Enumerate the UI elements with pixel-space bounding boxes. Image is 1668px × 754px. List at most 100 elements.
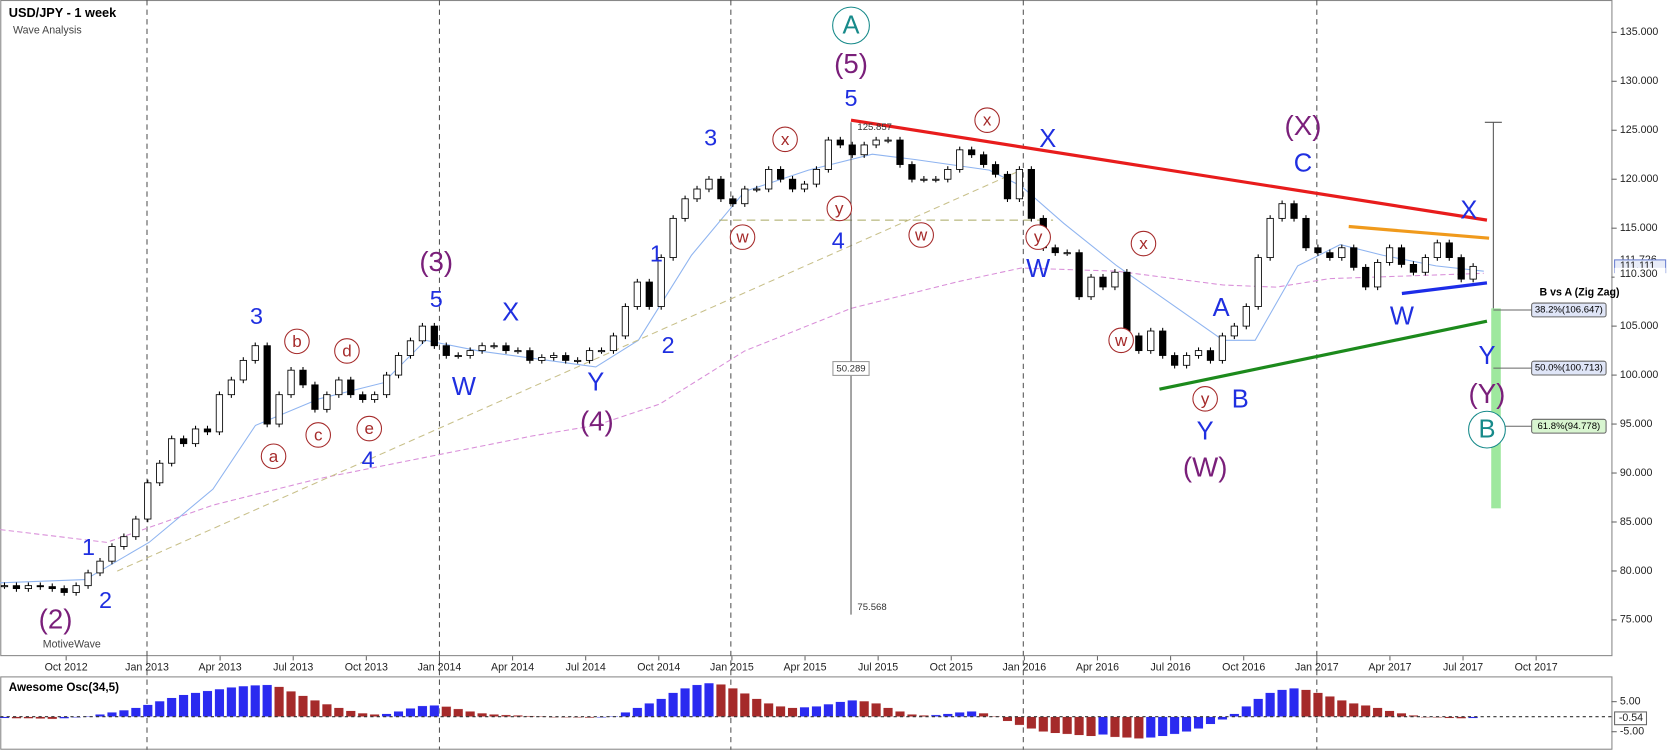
osc-bar xyxy=(656,698,667,717)
osc-bar xyxy=(1097,716,1108,735)
candle xyxy=(299,369,307,386)
wave-circle xyxy=(1468,410,1506,449)
wave-label: x xyxy=(1139,234,1148,253)
candle xyxy=(1302,217,1310,249)
osc-bar xyxy=(1336,699,1347,717)
wave-label: X xyxy=(1460,196,1477,224)
wave-label: d xyxy=(342,342,351,361)
osc-bar xyxy=(632,707,643,717)
candle xyxy=(1326,252,1334,258)
measure-bottom: 75.568 xyxy=(857,602,886,613)
osc-bar xyxy=(1360,705,1371,717)
x-tick-label: Oct 2017 xyxy=(1515,662,1558,674)
candle xyxy=(179,438,188,445)
x-tick-label: Jul 2015 xyxy=(858,662,898,674)
x-tick-label: Apr 2015 xyxy=(783,662,826,674)
candle xyxy=(1230,325,1238,337)
osc-title: Awesome Osc(34,5) xyxy=(9,681,119,694)
wave-label: 1 xyxy=(650,240,663,266)
candle xyxy=(1314,247,1322,254)
candle xyxy=(275,394,283,425)
candle xyxy=(1063,252,1071,255)
osc-bar xyxy=(309,699,320,717)
x-tick-label: Jan 2015 xyxy=(710,662,754,674)
wave-label: e xyxy=(365,419,374,438)
candle xyxy=(1457,257,1465,280)
candle xyxy=(251,345,259,361)
candle xyxy=(1362,266,1370,288)
candle xyxy=(347,379,355,396)
candle xyxy=(1266,217,1274,258)
osc-bar xyxy=(393,711,404,717)
osc-bar xyxy=(1014,716,1025,726)
y-tick-label: 95.000 xyxy=(1620,418,1653,430)
fib-label: 61.8%(94.778) xyxy=(1537,421,1600,432)
osc-bar xyxy=(1086,716,1097,737)
candle xyxy=(1027,169,1035,219)
chart-title: USD/JPY - 1 week xyxy=(9,5,117,20)
candle xyxy=(0,585,9,588)
osc-bar xyxy=(859,700,870,717)
candle xyxy=(669,217,677,258)
wave-label: 2 xyxy=(99,587,112,613)
candle xyxy=(621,306,630,337)
x-tick-label: Jul 2017 xyxy=(1443,662,1483,674)
osc-bar xyxy=(954,711,965,717)
wave-label: 2 xyxy=(662,332,675,358)
wave-label: W xyxy=(452,373,476,401)
moving-average-slow xyxy=(0,267,1484,543)
candle xyxy=(693,188,701,200)
candle xyxy=(215,394,224,433)
candle xyxy=(1433,242,1441,258)
candle xyxy=(1374,262,1382,288)
candle xyxy=(538,357,546,361)
x-tick-label: Oct 2012 xyxy=(45,662,88,674)
osc-bar xyxy=(966,711,977,717)
osc-bar xyxy=(1384,710,1395,717)
candle xyxy=(705,178,713,190)
candle xyxy=(132,518,140,538)
osc-bar xyxy=(751,698,762,717)
candle xyxy=(1278,203,1286,219)
candle xyxy=(1147,330,1155,352)
osc-bar xyxy=(1217,716,1228,720)
candle xyxy=(203,428,212,433)
wave-circle xyxy=(356,415,383,442)
osc-bar xyxy=(1157,716,1168,737)
wave-label: 4 xyxy=(832,228,845,254)
osc-bar xyxy=(906,714,917,717)
x-tick-label: Jul 2013 xyxy=(273,662,313,674)
osc-last-label: -0.54 xyxy=(1619,712,1643,724)
osc-bar xyxy=(130,707,141,717)
candle xyxy=(502,345,510,352)
osc-bar xyxy=(1348,702,1359,717)
candle xyxy=(359,394,367,400)
wave-label: 1 xyxy=(82,534,95,560)
candle xyxy=(36,585,44,588)
candle xyxy=(788,178,797,190)
candle xyxy=(1111,271,1119,288)
candle xyxy=(800,183,809,190)
candle xyxy=(597,350,606,353)
wave-label: 5 xyxy=(845,85,858,111)
candle xyxy=(991,164,1000,175)
osc-bar xyxy=(11,716,22,719)
osc-bar xyxy=(1253,698,1264,717)
fib-label-box xyxy=(1531,302,1607,318)
candle xyxy=(60,588,68,593)
y-tick-label: 100.000 xyxy=(1620,369,1658,381)
y-tick-label: 90.000 xyxy=(1620,467,1653,479)
osc-bar xyxy=(692,684,703,717)
osc-last-box xyxy=(1614,711,1648,726)
candle xyxy=(1123,271,1131,337)
osc-bar xyxy=(465,711,476,717)
candle xyxy=(848,144,856,156)
wave-label: 3 xyxy=(250,303,263,329)
osc-bar xyxy=(727,687,738,717)
candle xyxy=(860,144,868,156)
candle xyxy=(741,188,749,205)
candle xyxy=(514,350,522,353)
candle xyxy=(1206,350,1215,361)
wave-circle xyxy=(826,195,853,222)
candle xyxy=(824,139,832,170)
